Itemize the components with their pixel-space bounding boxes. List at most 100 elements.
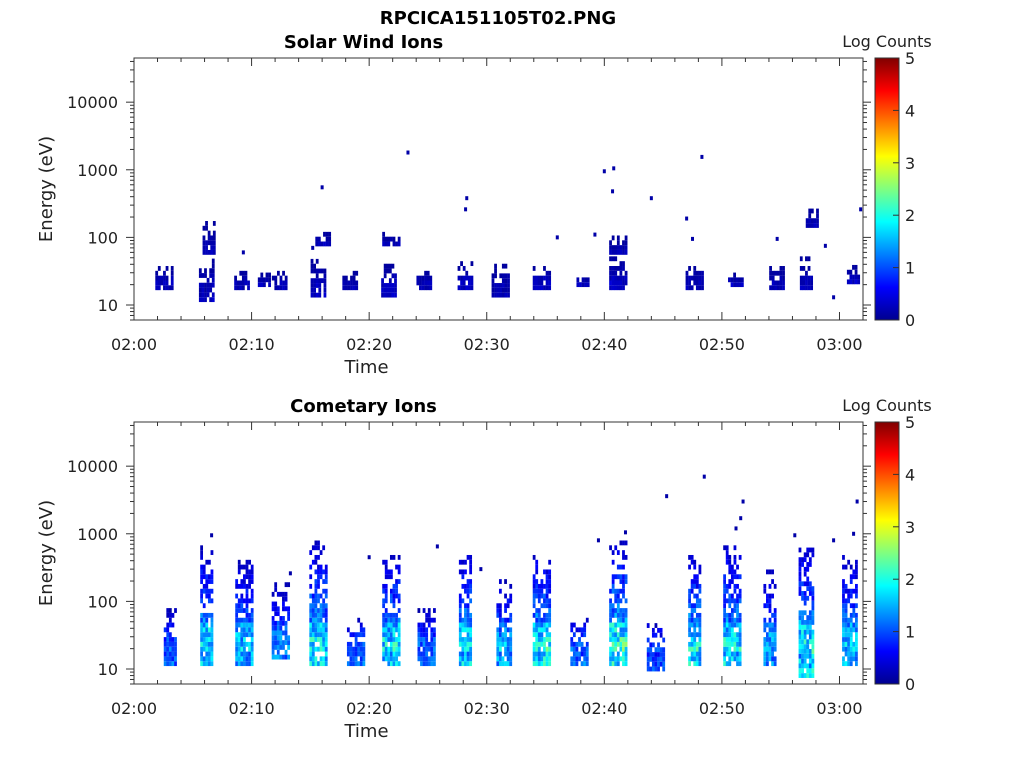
data-cell-isolated — [288, 571, 292, 576]
data-cell — [736, 637, 739, 642]
data-cell — [322, 656, 326, 662]
data-cell — [496, 646, 500, 652]
data-cell — [580, 661, 584, 667]
data-cell — [347, 285, 351, 291]
burst — [417, 608, 436, 667]
data-cell — [163, 285, 166, 291]
data-cell — [730, 574, 734, 580]
data-cell — [235, 617, 239, 623]
data-cell — [548, 270, 552, 276]
data-cell — [844, 583, 848, 589]
data-cell — [509, 637, 513, 642]
data-cell — [624, 275, 628, 281]
data-cell — [572, 646, 576, 652]
data-cell — [202, 588, 206, 594]
data-cell — [849, 661, 853, 667]
data-cell — [205, 646, 209, 652]
data-cell — [382, 641, 386, 647]
data-cell — [395, 656, 398, 662]
data-cell — [846, 279, 850, 285]
data-cell-isolated — [702, 474, 706, 479]
data-cell — [507, 278, 510, 284]
data-cell — [171, 661, 175, 667]
data-cell — [849, 564, 853, 570]
data-cell — [698, 603, 702, 609]
data-cell — [311, 646, 315, 652]
data-cell — [532, 661, 536, 667]
data-cell — [319, 612, 323, 618]
data-cell — [354, 656, 358, 662]
data-cell — [460, 285, 463, 291]
data-cell — [740, 277, 744, 283]
data-cell — [504, 287, 508, 293]
data-cell — [235, 622, 239, 628]
data-cell — [384, 598, 388, 604]
data-cell — [250, 641, 254, 647]
data-cell — [548, 569, 552, 575]
data-cell — [274, 601, 278, 607]
data-cell — [314, 656, 318, 662]
data-cell — [535, 275, 539, 281]
data-cell — [395, 622, 398, 628]
data-cell — [395, 637, 398, 642]
data-cell — [504, 278, 508, 284]
data-cell — [346, 651, 350, 657]
burst — [798, 547, 815, 678]
data-cell — [322, 579, 326, 584]
data-cell — [207, 574, 211, 580]
data-cell — [465, 285, 469, 291]
data-cell — [852, 627, 856, 633]
data-cell — [801, 668, 804, 674]
data-cell — [619, 564, 623, 570]
data-cell — [464, 646, 467, 652]
data-cell — [204, 292, 207, 298]
data-cell — [240, 622, 244, 628]
data-cell — [733, 588, 737, 594]
data-cell — [688, 656, 691, 662]
data-cell — [324, 627, 328, 633]
data-cell — [698, 637, 702, 642]
data-cell — [165, 285, 169, 291]
data-cell — [798, 658, 802, 664]
data-cell — [624, 651, 628, 657]
data-cell — [202, 225, 206, 231]
data-cell — [207, 249, 211, 255]
data-cell — [540, 651, 544, 657]
data-cell — [391, 287, 395, 293]
data-cell — [701, 270, 704, 276]
data-cell — [166, 608, 170, 613]
data-cell — [728, 559, 732, 565]
data-cell — [688, 554, 691, 560]
data-cell — [250, 588, 254, 594]
data-cell — [322, 588, 326, 594]
data-cell — [274, 611, 278, 617]
data-cell — [847, 656, 851, 662]
data-cell — [501, 637, 505, 642]
data-cell — [245, 603, 249, 609]
data-cell — [688, 627, 691, 633]
data-cell — [537, 588, 541, 594]
data-cell — [622, 646, 625, 652]
data-cell — [163, 656, 167, 662]
data-cell — [235, 612, 239, 618]
data-cell — [535, 632, 539, 638]
data-cell — [245, 612, 249, 618]
data-cell — [811, 639, 815, 645]
data-cell — [614, 593, 618, 599]
data-cell — [773, 661, 777, 667]
data-cell — [433, 641, 436, 647]
data-cell — [736, 603, 739, 609]
data-cell — [310, 292, 314, 298]
data-cell — [763, 661, 767, 667]
data-cell — [611, 270, 615, 276]
data-cell — [235, 608, 239, 613]
data-cell — [384, 612, 388, 618]
data-cell — [163, 627, 167, 633]
data-cell — [852, 656, 856, 662]
data-cell — [240, 627, 244, 633]
data-cell — [855, 569, 858, 575]
data-cell — [397, 554, 401, 560]
data-cell — [211, 277, 215, 283]
data-cell — [543, 637, 546, 642]
data-cell — [506, 617, 510, 623]
